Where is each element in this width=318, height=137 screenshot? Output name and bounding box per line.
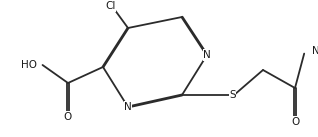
Text: N: N (203, 50, 211, 60)
Text: Cl: Cl (105, 1, 116, 11)
Text: O: O (291, 117, 299, 127)
Text: O: O (64, 112, 72, 122)
Text: S: S (229, 90, 236, 100)
Text: N: N (124, 102, 132, 112)
Text: NH$_2$: NH$_2$ (311, 45, 318, 58)
Text: HO: HO (21, 60, 37, 70)
